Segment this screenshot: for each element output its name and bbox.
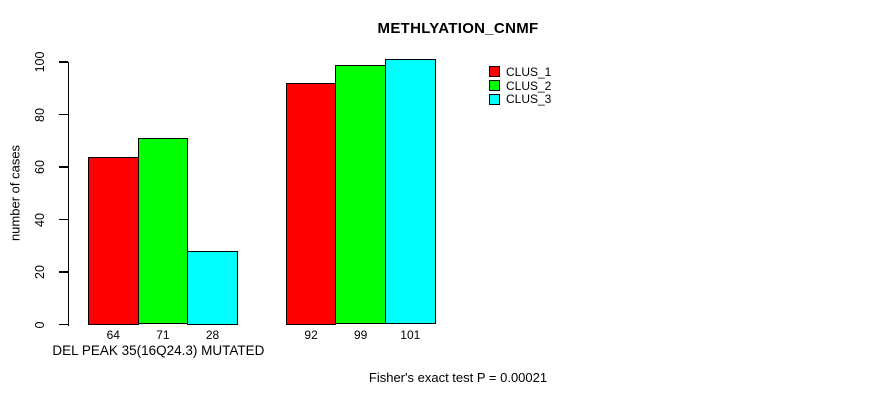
bar-clus_2-group1 (137, 138, 189, 325)
y-tick (58, 113, 68, 116)
legend: CLUS_1 CLUS_2 CLUS_3 (489, 65, 551, 106)
legend-label: CLUS_3 (506, 92, 552, 107)
group-label: DEL PEAK 35(16Q24.3) MUTATED (52, 343, 265, 358)
legend-swatch-clus_3 (489, 93, 500, 105)
bar-value-label: 99 (354, 327, 368, 342)
bar-clus_3-group2 (385, 59, 436, 325)
legend-swatch-clus_1 (489, 66, 500, 78)
chart-title: METHLYATION_CNMF (377, 20, 539, 37)
y-tick-label: 0 (33, 321, 47, 328)
legend-label: CLUS_2 (506, 78, 552, 93)
bar-value-label: 71 (156, 327, 170, 342)
y-tick-label: 100 (33, 51, 47, 73)
legend-item-clus_2: CLUS_2 (489, 79, 551, 93)
legend-item-clus_1: CLUS_1 (489, 65, 551, 79)
bar-value-label: 64 (106, 327, 120, 342)
legend-swatch-clus_2 (489, 80, 500, 92)
y-tick-label: 20 (33, 265, 47, 279)
legend-label: CLUS_1 (506, 64, 552, 79)
y-tick-label: 80 (33, 107, 47, 122)
y-tick (58, 271, 68, 273)
bar-value-label: 28 (205, 327, 220, 342)
y-axis-line (67, 62, 69, 326)
bar-clus_3-group1 (187, 251, 238, 325)
y-tick (58, 323, 68, 326)
bar-clus_2-group2 (335, 64, 386, 325)
y-tick-label: 60 (33, 160, 47, 174)
bar-value-label: 92 (304, 327, 318, 342)
bar-clus_1-group2 (285, 83, 337, 325)
y-tick (58, 166, 68, 168)
y-tick-label: 40 (33, 212, 47, 227)
y-tick (58, 218, 68, 221)
legend-item-clus_3: CLUS_3 (489, 92, 551, 106)
fisher-annotation: Fisher's exact test P = 0.00021 (368, 370, 548, 385)
y-tick (58, 61, 68, 63)
bar-value-label: 101 (400, 327, 421, 342)
bar-clus_1-group1 (88, 156, 139, 325)
